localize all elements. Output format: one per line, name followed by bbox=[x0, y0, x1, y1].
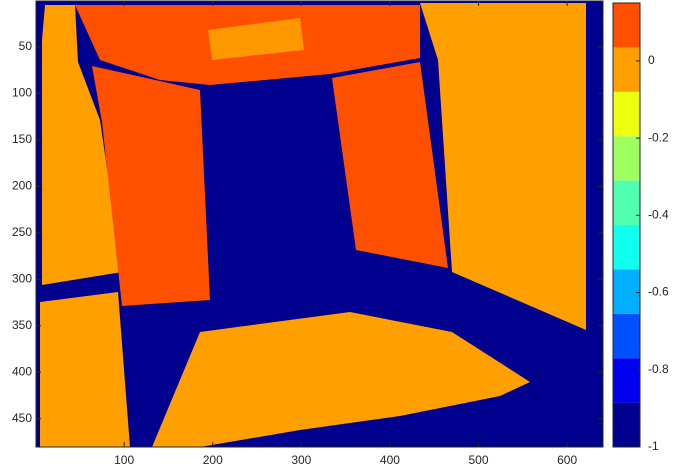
image-region bbox=[332, 62, 448, 268]
colorbar-swatch bbox=[613, 136, 640, 181]
colorbar-tick-label: -0.2 bbox=[648, 130, 669, 144]
x-tick-label: 500 bbox=[469, 453, 489, 467]
colorbar-swatch bbox=[613, 47, 640, 92]
colorbar-swatch bbox=[613, 313, 640, 359]
image-region bbox=[420, 3, 586, 330]
colorbar-swatch bbox=[613, 180, 640, 225]
colorbar-tick-label: -1 bbox=[648, 439, 659, 453]
image-region bbox=[152, 312, 530, 447]
x-tick-label: 100 bbox=[114, 453, 134, 467]
x-tick-label: 200 bbox=[203, 453, 223, 467]
x-tick-label: 600 bbox=[557, 453, 577, 467]
y-tick-label: 400 bbox=[12, 364, 32, 378]
colorbar-swatch bbox=[613, 269, 640, 314]
colorbar-swatch bbox=[613, 358, 640, 403]
colorbar-tick-label: -0.4 bbox=[648, 208, 669, 222]
colorbar-swatch bbox=[613, 402, 640, 447]
image bbox=[35, 0, 604, 448]
colorbar-tick-label: -0.6 bbox=[648, 285, 669, 299]
image-region bbox=[40, 292, 130, 447]
x-tick-label: 400 bbox=[380, 453, 400, 467]
colorbar-tick-label: 0 bbox=[648, 53, 655, 67]
colorbar-box bbox=[612, 2, 641, 448]
x-tick-label: 300 bbox=[291, 453, 311, 467]
image-region bbox=[42, 5, 122, 285]
y-tick-label: 300 bbox=[12, 271, 32, 285]
y-tick-label: 200 bbox=[12, 179, 32, 193]
colorbar-swatch bbox=[613, 91, 640, 137]
image-region bbox=[208, 18, 304, 60]
colorbar-swatch bbox=[613, 225, 640, 270]
y-tick-label: 150 bbox=[12, 132, 32, 146]
image-region bbox=[92, 66, 210, 306]
colorbar-tick-label: -0.8 bbox=[648, 362, 669, 376]
y-tick-label: 250 bbox=[12, 225, 32, 239]
y-tick-label: 50 bbox=[19, 39, 33, 53]
y-tick-label: 450 bbox=[12, 411, 32, 425]
axes-box bbox=[35, 0, 604, 448]
y-tick-label: 350 bbox=[12, 318, 32, 332]
colorbar-swatch bbox=[613, 3, 640, 48]
y-tick-label: 100 bbox=[12, 86, 32, 100]
